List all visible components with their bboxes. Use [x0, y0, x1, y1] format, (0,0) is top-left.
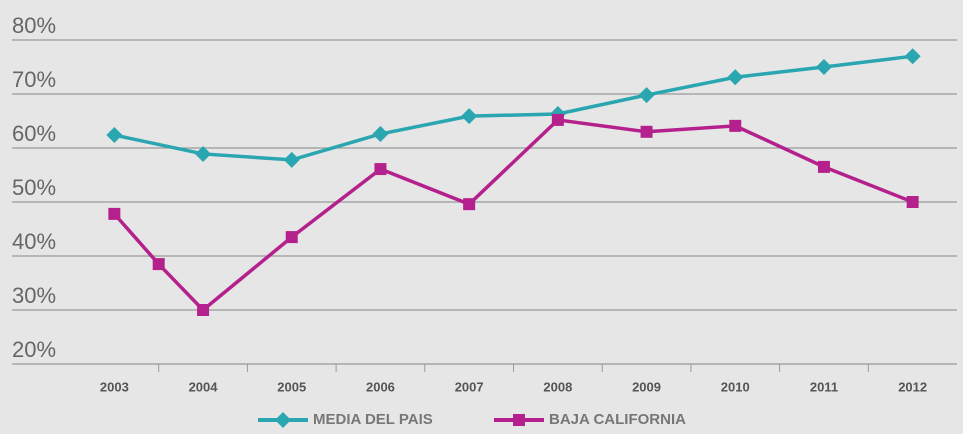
point	[463, 198, 476, 211]
point	[152, 258, 165, 271]
x-tick-label: 2011	[810, 379, 838, 394]
point	[729, 119, 742, 132]
series-line	[113, 54, 913, 162]
y-tick-label: 30%	[12, 283, 56, 308]
y-tick-label: 60%	[12, 121, 56, 146]
point	[372, 125, 389, 142]
point	[195, 145, 212, 162]
point	[283, 151, 300, 168]
x-tick-label: 2010	[721, 379, 750, 394]
y-tick-label: 40%	[12, 229, 56, 254]
x-tick-label: 2012	[898, 379, 927, 394]
point	[640, 125, 653, 138]
point	[817, 160, 830, 173]
point	[461, 108, 478, 125]
legend-marker	[275, 412, 291, 428]
point	[285, 231, 298, 244]
point	[108, 207, 121, 220]
point	[551, 113, 564, 126]
x-tick-label: 2005	[277, 379, 306, 394]
x-tick-label: 2009	[632, 379, 661, 394]
y-tick-label: 80%	[12, 13, 56, 38]
y-tick-label: 50%	[12, 175, 56, 200]
point	[815, 59, 832, 75]
x-tick-label: 2004	[189, 379, 219, 394]
x-tick-label: 2007	[455, 379, 484, 394]
legend-marker	[513, 414, 525, 426]
point	[106, 127, 123, 144]
legend-label: BAJA CALIFORNIA	[549, 411, 686, 428]
point	[906, 196, 919, 208]
legend-label: MEDIA DEL PAIS	[313, 411, 433, 428]
point	[904, 48, 921, 65]
x-tick-label: 2008	[543, 379, 572, 394]
point	[638, 87, 655, 104]
point	[727, 69, 744, 86]
x-tick-label: 2006	[366, 379, 395, 394]
y-tick-label: 20%	[12, 337, 56, 362]
point	[197, 304, 210, 316]
y-tick-label: 70%	[12, 67, 56, 92]
point	[374, 163, 387, 176]
x-tick-label: 2003	[100, 379, 129, 394]
